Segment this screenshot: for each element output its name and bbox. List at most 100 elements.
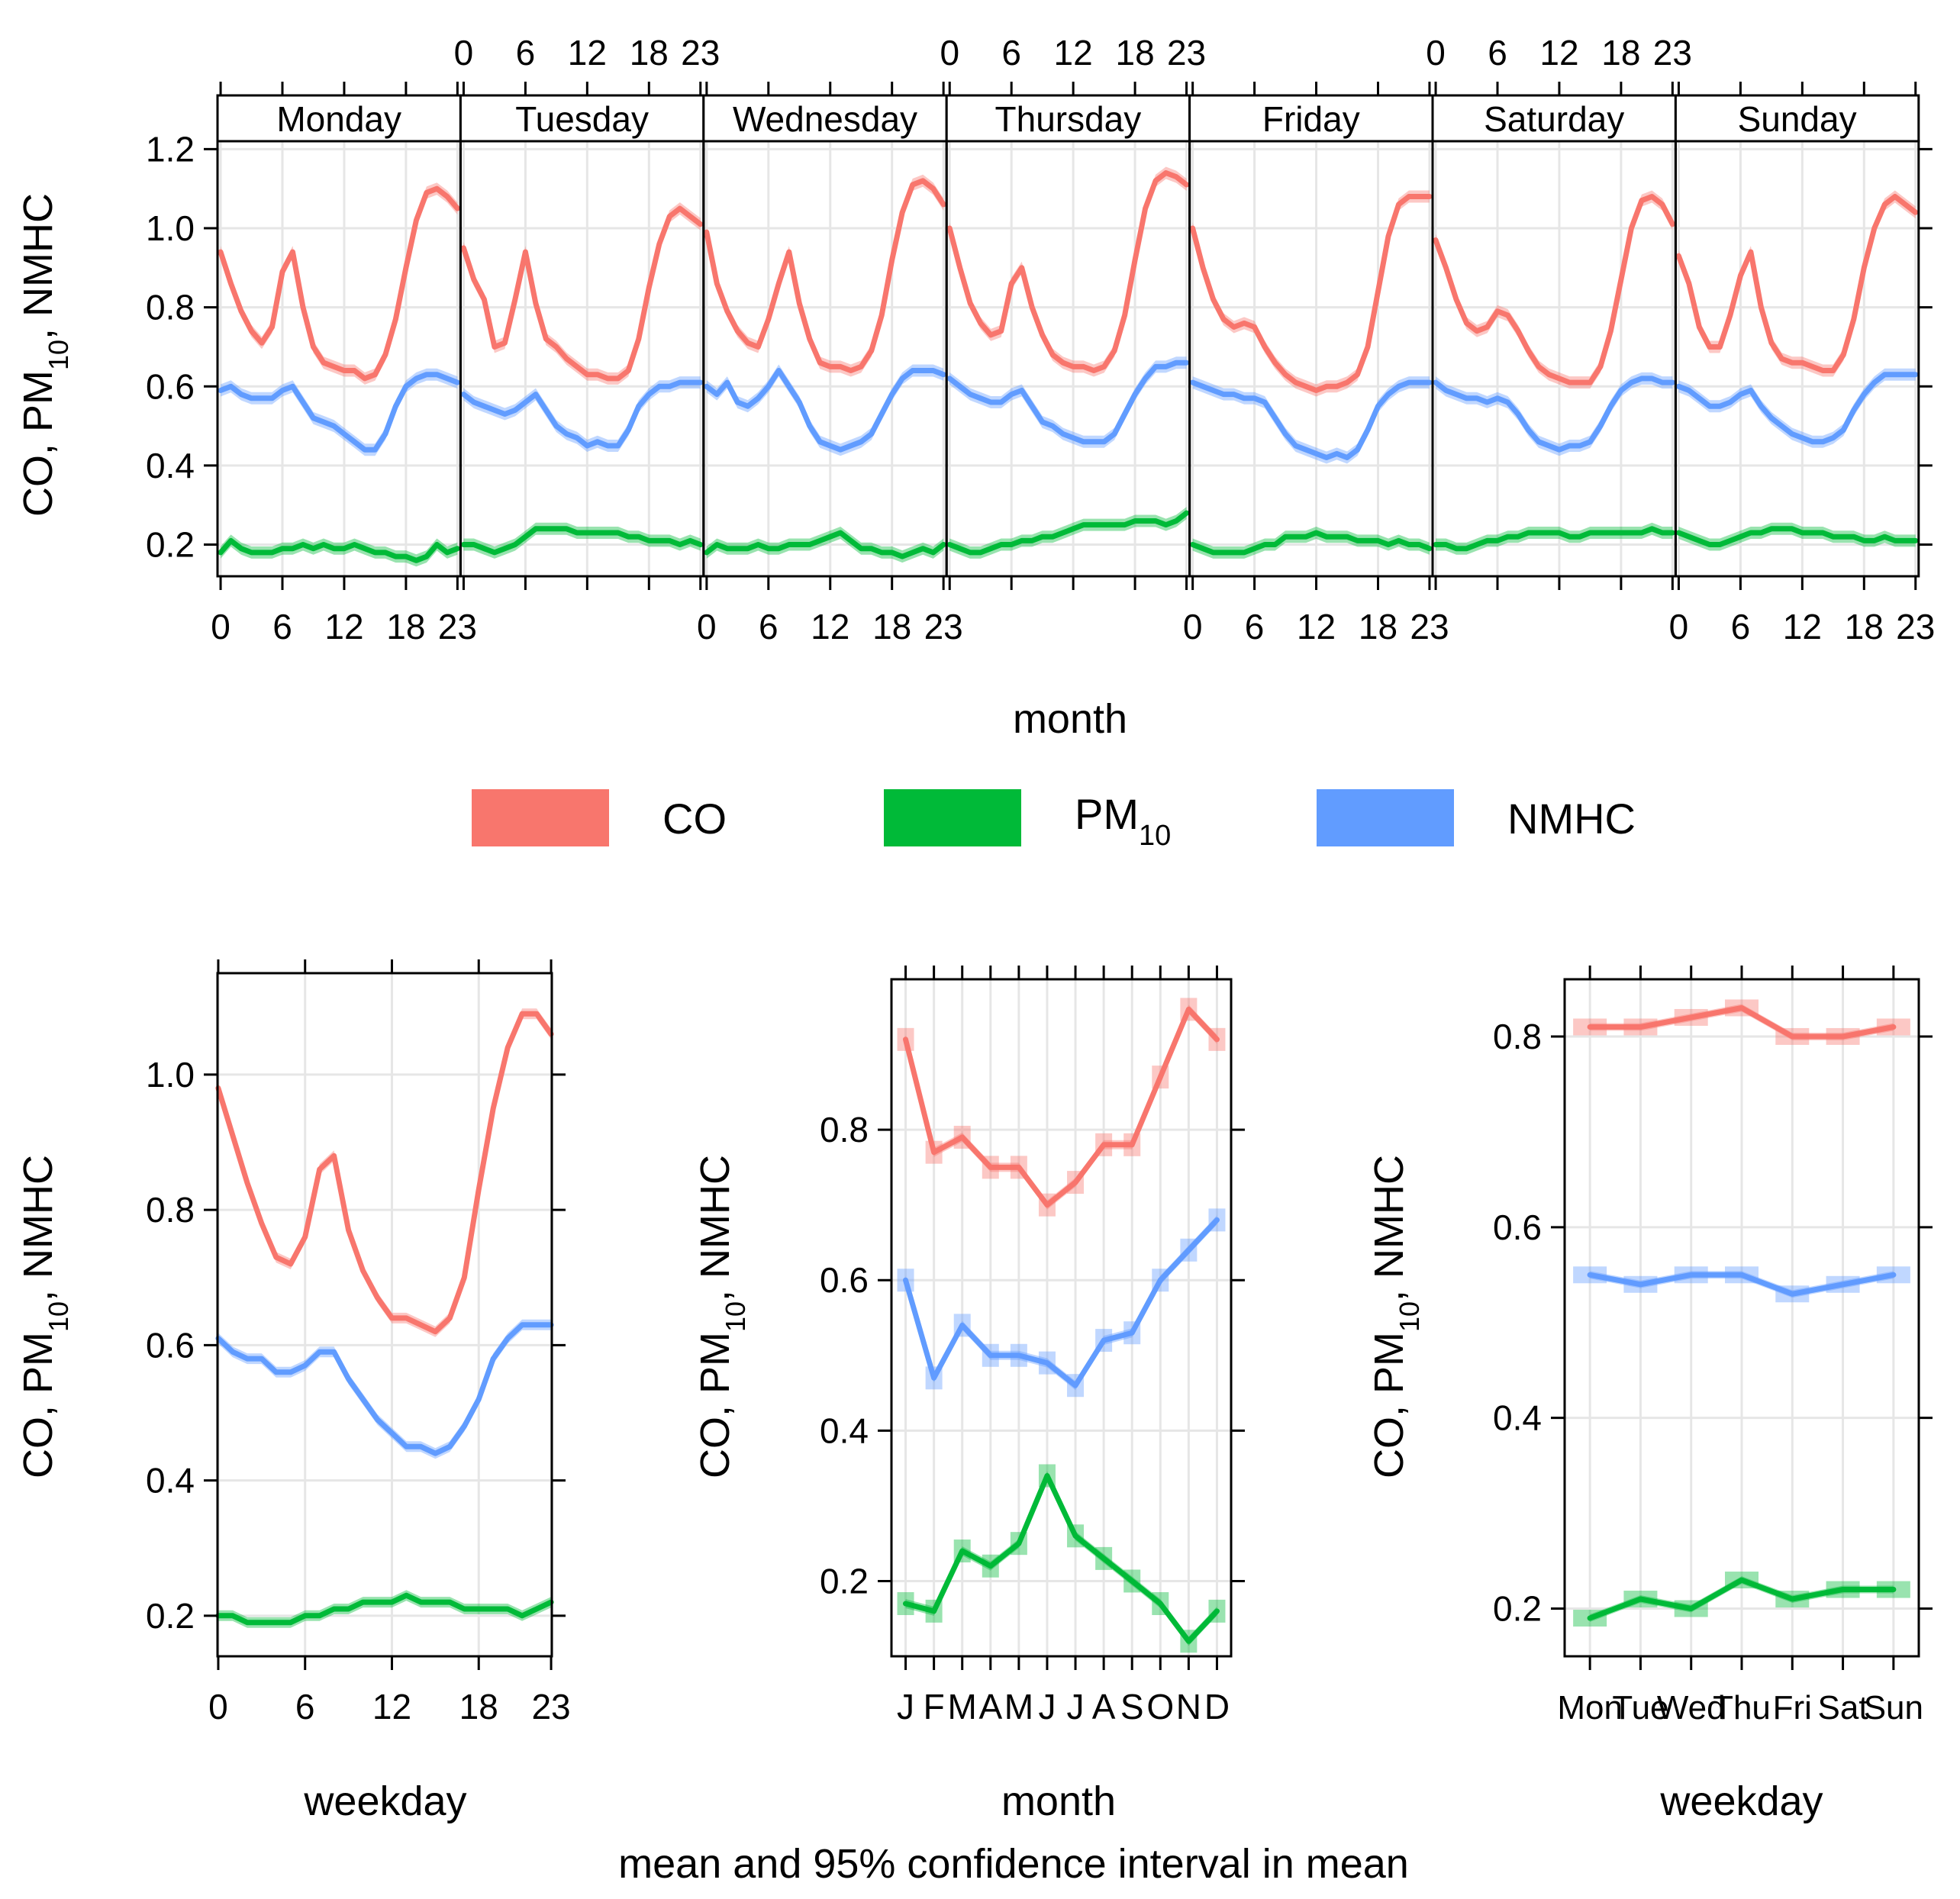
nmhc-ci-box-4 (1010, 1343, 1027, 1367)
x-tick-label-4: 23 (438, 607, 477, 646)
nmhc-point-17 (637, 405, 640, 408)
nmhc-point-12 (390, 1431, 394, 1435)
co-point-12 (1557, 376, 1561, 380)
nmhc-ci-box-2 (1674, 1266, 1708, 1284)
pm10-point-21 (1893, 539, 1897, 543)
nmhc-point-4 (1718, 405, 1722, 408)
nmhc-point-6 (1252, 396, 1256, 400)
co-point-9 (554, 345, 558, 349)
co-point-13 (595, 372, 599, 376)
nmhc-point-4 (503, 412, 507, 416)
nmhc-point-4 (1017, 1353, 1020, 1357)
pm10-point-2 (960, 1549, 964, 1552)
nmhc-point-17 (1852, 408, 1855, 412)
nmhc-point-8 (1030, 405, 1034, 408)
co-point-23 (456, 207, 459, 211)
pm10-point-19 (1143, 519, 1147, 523)
y-label-rest: , NMHC (692, 1155, 738, 1301)
pm10-point-5 (1046, 1474, 1049, 1478)
co-ci-box-3 (982, 1156, 999, 1179)
x-tick-label-2: 12 (568, 33, 607, 73)
pm10-point-17 (1852, 535, 1855, 539)
pm10-point-1 (230, 1614, 234, 1617)
nmhc-point-19 (1387, 392, 1390, 396)
co-point-16 (627, 369, 630, 372)
y-tick-label-0: 0.2 (1493, 1589, 1542, 1629)
co-point-5 (270, 325, 274, 329)
pm10-point-2 (1455, 546, 1458, 550)
pm10-point-0 (1434, 543, 1437, 546)
co-point-21 (1650, 195, 1654, 198)
nmhc-point-15 (434, 1452, 437, 1456)
nmhc-point-20 (506, 1336, 510, 1340)
series-nmhc (218, 368, 460, 456)
co-point-6 (1010, 282, 1014, 285)
co-point-3 (492, 345, 496, 349)
x-tick-label-0: Mon (1557, 1689, 1623, 1727)
pm10-point-8 (1759, 531, 1763, 534)
pm10-point-5 (289, 1620, 292, 1624)
nmhc-point-12 (828, 444, 832, 447)
pm10-ci-box-0 (1573, 1610, 1607, 1627)
pm10-point-21 (1650, 527, 1654, 530)
x-tick-label-6: J (1067, 1687, 1085, 1727)
series-co (946, 166, 1190, 377)
co-point-20 (1154, 179, 1158, 182)
nmhc-point-16 (1113, 432, 1117, 436)
pm10-ci-box-5 (1826, 1581, 1860, 1598)
pm10-point-23 (942, 543, 946, 546)
nmhc-point-13 (405, 1445, 408, 1449)
nmhc-point-19 (1143, 376, 1147, 380)
pm10-point-17 (1366, 539, 1369, 543)
co-line (1190, 194, 1433, 393)
strip-label-tuesday: Tuesday (515, 99, 649, 139)
nmhc-point-3 (1465, 396, 1468, 400)
nmhc-point-2 (1211, 389, 1215, 392)
pm10-point-5 (999, 543, 1003, 546)
pm10-point-14 (1821, 531, 1825, 534)
co-point-6 (303, 1235, 307, 1239)
panel-tuesday: Tuesday 0 6 12 18 23 (454, 33, 720, 590)
y-label-main: CO, PM (15, 370, 61, 517)
pm10-point-8 (1273, 543, 1277, 546)
nmhc-point-23 (942, 372, 946, 376)
y-tick-label-1: 0.4 (1493, 1398, 1542, 1438)
x-tick-label-2: 12 (372, 1687, 411, 1727)
co-point-23 (1428, 195, 1431, 198)
pm10-point-2 (969, 550, 972, 554)
pm10-point-23 (1428, 546, 1431, 550)
pm10-ci-box-1 (1623, 1591, 1658, 1608)
legend-pm10-subscript: 10 (1139, 820, 1171, 852)
y-label-subscript: 10 (1394, 1301, 1425, 1332)
co-point-0 (1434, 238, 1437, 242)
nmhc-point-22 (445, 376, 449, 380)
co-point-19 (1143, 207, 1147, 211)
co-point-17 (1609, 329, 1613, 333)
nmhc-point-11 (1304, 448, 1308, 452)
co-point-22 (688, 214, 692, 218)
co-point-0 (462, 246, 466, 250)
nmhc-point-14 (419, 1445, 423, 1449)
nmhc-point-13 (839, 448, 843, 452)
nmhc-line (218, 372, 460, 453)
nmhc-point-3 (1222, 392, 1226, 396)
nmhc-point-3 (978, 396, 982, 400)
x-tick-label-1: 6 (759, 607, 779, 646)
co-ci-box-9 (1152, 1066, 1169, 1089)
co-point-4 (1791, 1035, 1794, 1038)
x-tick-label-4: M (1004, 1687, 1033, 1727)
nmhc-point-5 (756, 396, 760, 400)
co-point-11 (1215, 1037, 1219, 1041)
pm10-point-12 (828, 535, 832, 539)
pm10-point-18 (1862, 539, 1866, 543)
co-point-9 (798, 301, 801, 305)
nmhc-point-3 (250, 396, 253, 400)
nmhc-ci-box-2 (953, 1314, 971, 1337)
nmhc-point-16 (448, 1445, 452, 1449)
pm10-point-1 (472, 543, 475, 546)
nmhc-point-14 (1821, 440, 1825, 443)
panel-monday: Monday 0 6 12 18 23 (211, 82, 477, 646)
nmhc-ci-box-5 (1038, 1351, 1056, 1375)
y-tick-label-0: 0.2 (146, 1596, 195, 1636)
co-point-13 (353, 369, 356, 372)
